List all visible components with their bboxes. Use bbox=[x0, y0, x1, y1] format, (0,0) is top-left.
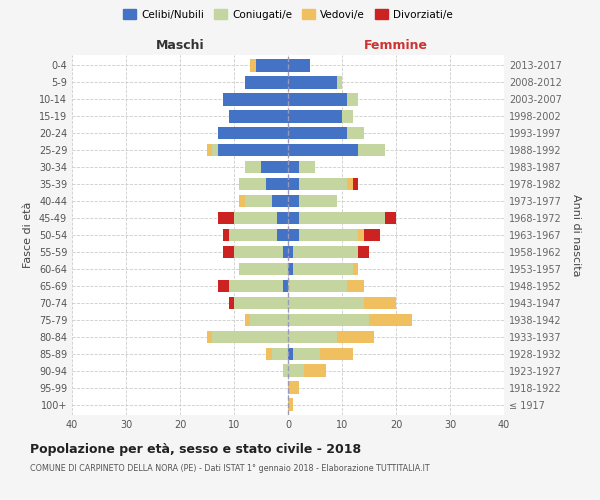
Bar bbox=[272, 348, 288, 360]
Bar bbox=[212, 330, 288, 344]
Y-axis label: Fasce di età: Fasce di età bbox=[23, 202, 33, 268]
Bar bbox=[288, 348, 293, 360]
Bar bbox=[234, 296, 288, 310]
Bar bbox=[320, 348, 353, 360]
Bar bbox=[239, 262, 288, 276]
Bar bbox=[229, 110, 288, 122]
Bar bbox=[245, 76, 288, 88]
Bar bbox=[288, 330, 337, 344]
Bar bbox=[304, 364, 326, 377]
Text: Popolazione per età, sesso e stato civile - 2018: Popolazione per età, sesso e stato civil… bbox=[30, 442, 361, 456]
Bar bbox=[277, 228, 288, 241]
Text: COMUNE DI CARPINETO DELLA NORA (PE) - Dati ISTAT 1° gennaio 2018 - Elaborazione : COMUNE DI CARPINETO DELLA NORA (PE) - Da… bbox=[30, 464, 430, 473]
Bar bbox=[207, 330, 212, 344]
Bar bbox=[283, 364, 288, 377]
Bar bbox=[364, 296, 396, 310]
Bar bbox=[288, 262, 293, 276]
Bar bbox=[272, 194, 288, 207]
Bar bbox=[347, 126, 364, 140]
Bar bbox=[293, 246, 358, 258]
Bar bbox=[288, 59, 310, 72]
Bar bbox=[277, 212, 288, 224]
Bar bbox=[261, 160, 288, 173]
Bar bbox=[369, 314, 412, 326]
Bar bbox=[207, 144, 212, 156]
Bar bbox=[288, 144, 358, 156]
Bar bbox=[288, 280, 347, 292]
Bar bbox=[288, 110, 342, 122]
Bar bbox=[342, 110, 353, 122]
Bar bbox=[250, 314, 288, 326]
Bar bbox=[245, 194, 272, 207]
Bar bbox=[288, 228, 299, 241]
Bar bbox=[288, 246, 293, 258]
Bar bbox=[353, 178, 358, 190]
Bar bbox=[288, 126, 347, 140]
Bar bbox=[299, 228, 358, 241]
Y-axis label: Anni di nascita: Anni di nascita bbox=[571, 194, 581, 276]
Bar bbox=[347, 93, 358, 106]
Bar bbox=[288, 314, 369, 326]
Bar bbox=[245, 160, 261, 173]
Bar bbox=[358, 246, 369, 258]
Bar bbox=[288, 398, 293, 411]
Bar bbox=[288, 382, 299, 394]
Bar bbox=[299, 178, 347, 190]
Bar bbox=[385, 212, 396, 224]
Bar bbox=[288, 160, 299, 173]
Bar bbox=[234, 246, 283, 258]
Text: Maschi: Maschi bbox=[155, 40, 205, 52]
Bar bbox=[245, 314, 250, 326]
Bar bbox=[288, 93, 347, 106]
Bar bbox=[218, 144, 288, 156]
Bar bbox=[239, 194, 245, 207]
Bar bbox=[239, 178, 266, 190]
Bar bbox=[288, 364, 304, 377]
Bar bbox=[229, 280, 283, 292]
Bar bbox=[218, 126, 288, 140]
Bar bbox=[288, 76, 337, 88]
Bar bbox=[256, 59, 288, 72]
Bar bbox=[266, 348, 272, 360]
Bar bbox=[250, 59, 256, 72]
Bar bbox=[266, 178, 288, 190]
Bar bbox=[293, 262, 353, 276]
Bar bbox=[358, 144, 385, 156]
Bar bbox=[283, 246, 288, 258]
Bar bbox=[337, 330, 374, 344]
Bar bbox=[288, 296, 364, 310]
Bar bbox=[347, 178, 353, 190]
Legend: Celibi/Nubili, Coniugati/e, Vedovi/e, Divorziati/e: Celibi/Nubili, Coniugati/e, Vedovi/e, Di… bbox=[119, 5, 457, 24]
Bar bbox=[299, 160, 315, 173]
Bar bbox=[283, 280, 288, 292]
Bar bbox=[218, 212, 234, 224]
Bar bbox=[299, 212, 385, 224]
Bar bbox=[299, 194, 337, 207]
Bar bbox=[288, 212, 299, 224]
Bar bbox=[347, 280, 364, 292]
Bar bbox=[364, 228, 380, 241]
Bar bbox=[358, 228, 364, 241]
Bar bbox=[218, 280, 229, 292]
Bar bbox=[212, 144, 218, 156]
Bar bbox=[288, 178, 299, 190]
Bar bbox=[353, 262, 358, 276]
Bar bbox=[223, 246, 234, 258]
Bar bbox=[234, 212, 277, 224]
Bar bbox=[288, 194, 299, 207]
Bar bbox=[229, 296, 234, 310]
Bar bbox=[223, 228, 229, 241]
Bar bbox=[293, 348, 320, 360]
Text: Femmine: Femmine bbox=[364, 40, 428, 52]
Bar bbox=[229, 228, 277, 241]
Bar bbox=[223, 93, 288, 106]
Bar bbox=[337, 76, 342, 88]
